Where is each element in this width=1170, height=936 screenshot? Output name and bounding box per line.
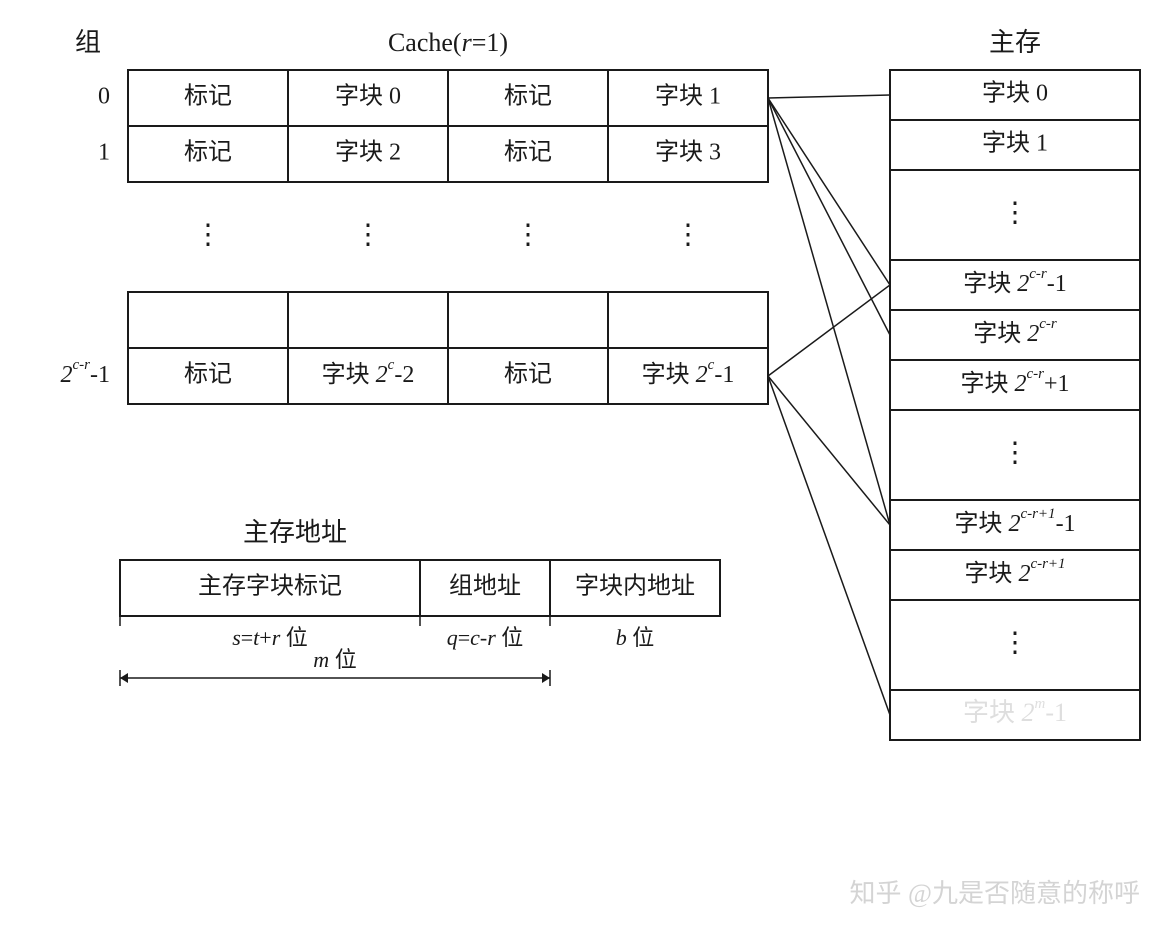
svg-text:m 位: m 位 — [313, 647, 356, 672]
svg-text:⋮: ⋮ — [1001, 437, 1029, 468]
cache-cell — [288, 292, 448, 348]
svg-text:字块内地址: 字块内地址 — [575, 573, 695, 600]
mapping-line — [768, 376, 890, 525]
svg-text:⋮: ⋮ — [354, 219, 382, 250]
svg-text:字块 0: 字块 0 — [982, 80, 1048, 107]
mapping-line — [768, 98, 890, 525]
svg-text:Cache(r=1): Cache(r=1) — [388, 28, 508, 57]
svg-text:标记: 标记 — [184, 139, 232, 166]
svg-text:字块 3: 字块 3 — [655, 139, 721, 166]
svg-text:组地址: 组地址 — [449, 573, 521, 600]
mapping-line — [768, 376, 890, 715]
svg-text:组: 组 — [75, 28, 101, 57]
svg-text:字块 0: 字块 0 — [335, 83, 401, 110]
svg-text:⋮: ⋮ — [1001, 197, 1029, 228]
mapping-line — [768, 98, 890, 285]
svg-text:主存: 主存 — [989, 28, 1041, 57]
svg-text:主存字块标记: 主存字块标记 — [198, 573, 342, 600]
svg-text:⋮: ⋮ — [194, 219, 222, 250]
cache-cell — [128, 292, 288, 348]
svg-text:2c-r-1: 2c-r-1 — [61, 357, 111, 387]
svg-text:字块 2c-r: 字块 2c-r — [973, 316, 1057, 346]
svg-text:标记: 标记 — [504, 139, 552, 166]
watermark: 知乎 @九是否随意的称呼 — [850, 879, 1140, 908]
svg-text:字块 1: 字块 1 — [982, 130, 1048, 157]
svg-text:⋮: ⋮ — [1001, 627, 1029, 658]
svg-text:0: 0 — [98, 84, 110, 110]
svg-text:字块 2c-r+1-1: 字块 2c-r+1-1 — [954, 506, 1075, 536]
svg-text:字块 2c-r-1: 字块 2c-r-1 — [963, 266, 1067, 296]
cache-cell — [448, 292, 608, 348]
svg-text:⋮: ⋮ — [674, 219, 702, 250]
svg-text:主存地址: 主存地址 — [243, 518, 347, 547]
svg-text:标记: 标记 — [504, 83, 552, 110]
mapping-line — [768, 95, 890, 98]
svg-text:字块 2m-1: 字块 2m-1 — [963, 696, 1067, 727]
svg-text:s=t+r 位: s=t+r 位 — [232, 625, 308, 650]
svg-text:标记: 标记 — [184, 83, 232, 110]
svg-text:字块 2c-1: 字块 2c-1 — [642, 357, 735, 387]
svg-text:⋮: ⋮ — [514, 219, 542, 250]
svg-text:字块 1: 字块 1 — [655, 83, 721, 110]
svg-text:q=c-r 位: q=c-r 位 — [447, 625, 524, 650]
svg-text:字块 2c-2: 字块 2c-2 — [322, 357, 415, 387]
svg-text:标记: 标记 — [504, 361, 552, 388]
mapping-line — [768, 285, 890, 376]
svg-text:b 位: b 位 — [616, 625, 655, 650]
svg-text:字块 2c-r+1: 字块 2c-r+1 — [960, 366, 1069, 396]
svg-text:1: 1 — [98, 140, 110, 166]
cache-cell — [608, 292, 768, 348]
svg-text:字块 2: 字块 2 — [335, 139, 401, 166]
svg-text:字块 2c-r+1: 字块 2c-r+1 — [964, 556, 1065, 586]
svg-text:标记: 标记 — [184, 361, 232, 388]
